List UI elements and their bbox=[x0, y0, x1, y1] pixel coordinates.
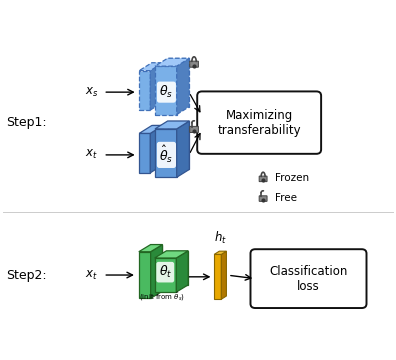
Text: Step2:: Step2: bbox=[7, 269, 47, 282]
Polygon shape bbox=[155, 129, 177, 177]
FancyBboxPatch shape bbox=[197, 91, 321, 154]
Text: $x_s$: $x_s$ bbox=[85, 86, 98, 99]
Polygon shape bbox=[139, 134, 150, 173]
FancyBboxPatch shape bbox=[190, 126, 198, 132]
Text: $\theta_t$: $\theta_t$ bbox=[158, 264, 172, 280]
Text: $x_t$: $x_t$ bbox=[85, 148, 98, 161]
FancyBboxPatch shape bbox=[259, 196, 267, 201]
Text: Maximizing
transferability: Maximizing transferability bbox=[217, 109, 301, 137]
Polygon shape bbox=[168, 121, 189, 170]
Polygon shape bbox=[155, 58, 189, 66]
Polygon shape bbox=[155, 66, 177, 114]
Text: Frozen: Frozen bbox=[275, 173, 309, 183]
Polygon shape bbox=[155, 121, 189, 129]
Polygon shape bbox=[139, 71, 150, 110]
Text: $\theta_s$: $\theta_s$ bbox=[160, 84, 173, 100]
Polygon shape bbox=[177, 121, 189, 177]
Text: Classification
loss: Classification loss bbox=[269, 265, 348, 293]
Polygon shape bbox=[214, 255, 221, 299]
Text: Step1:: Step1: bbox=[7, 116, 47, 129]
Polygon shape bbox=[221, 251, 227, 299]
Polygon shape bbox=[139, 63, 163, 71]
Polygon shape bbox=[168, 58, 189, 107]
Polygon shape bbox=[166, 251, 188, 285]
Polygon shape bbox=[139, 244, 162, 252]
Polygon shape bbox=[154, 251, 188, 258]
Text: $h_t$: $h_t$ bbox=[214, 230, 227, 246]
Polygon shape bbox=[177, 58, 189, 114]
Polygon shape bbox=[139, 252, 150, 298]
Text: Free: Free bbox=[275, 193, 297, 203]
Polygon shape bbox=[150, 244, 162, 291]
Polygon shape bbox=[150, 244, 162, 298]
FancyBboxPatch shape bbox=[190, 61, 198, 67]
FancyBboxPatch shape bbox=[251, 249, 367, 308]
Text: $\hat{\theta}_s$: $\hat{\theta}_s$ bbox=[159, 144, 173, 166]
Polygon shape bbox=[150, 63, 163, 110]
Polygon shape bbox=[176, 251, 188, 292]
Text: (init from $\hat{\theta}_s$): (init from $\hat{\theta}_s$) bbox=[139, 291, 185, 303]
Polygon shape bbox=[139, 126, 163, 134]
Polygon shape bbox=[214, 251, 227, 255]
Polygon shape bbox=[152, 63, 163, 102]
Text: $x_t$: $x_t$ bbox=[85, 269, 98, 282]
FancyBboxPatch shape bbox=[259, 176, 267, 182]
Polygon shape bbox=[152, 126, 163, 165]
Polygon shape bbox=[150, 126, 163, 173]
Polygon shape bbox=[154, 258, 176, 292]
